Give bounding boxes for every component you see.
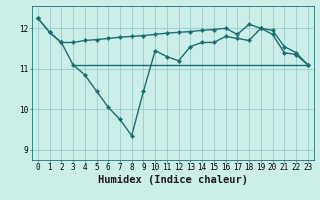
- X-axis label: Humidex (Indice chaleur): Humidex (Indice chaleur): [98, 175, 248, 185]
